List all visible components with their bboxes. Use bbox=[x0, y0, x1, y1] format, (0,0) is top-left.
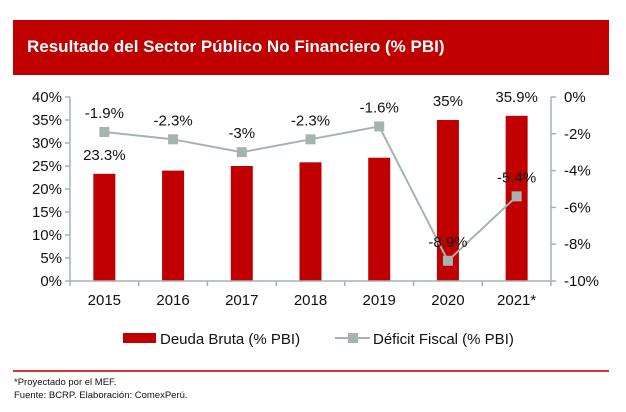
left-tick-label: 20% bbox=[32, 181, 62, 198]
data-label-deficit: -2.3% bbox=[291, 112, 330, 129]
legend-swatch-deuda bbox=[123, 333, 156, 343]
left-tick-label: 40% bbox=[32, 89, 62, 106]
bar-deuda-2019 bbox=[368, 157, 391, 281]
bar-deuda-2018 bbox=[299, 162, 322, 281]
data-label-deuda: 35.9% bbox=[495, 89, 538, 106]
footer-divider bbox=[13, 370, 609, 372]
x-tick-label: 2015 bbox=[88, 292, 121, 309]
chart-area: 0% 5% 10% 15% 20% 25% 30% 35% 40% -10% -8% -6% -4% -2… bbox=[32, 89, 599, 348]
right-tick-label: -10% bbox=[564, 273, 599, 290]
data-label-deficit: -8.9% bbox=[428, 234, 467, 251]
left-tick-label: 10% bbox=[32, 227, 62, 244]
data-label-deficit: -3% bbox=[228, 125, 255, 142]
bar-deuda-2016 bbox=[162, 170, 185, 281]
data-label-deuda: 23.3% bbox=[83, 147, 126, 164]
left-tick-label: 35% bbox=[32, 112, 62, 129]
x-tick-label: 2016 bbox=[156, 292, 189, 309]
x-tick-label: 2020 bbox=[431, 292, 464, 309]
left-tick-label: 25% bbox=[32, 158, 62, 175]
right-tick-label: -8% bbox=[564, 236, 591, 253]
x-tick-label: 2021* bbox=[497, 292, 536, 309]
right-tick-label: 0% bbox=[564, 89, 586, 106]
marker-deficit-2016 bbox=[168, 134, 179, 145]
title-banner: Resultado del Sector Público No Financie… bbox=[13, 20, 609, 75]
bar-deuda-2020 bbox=[436, 120, 459, 281]
bar-deuda-2017 bbox=[230, 166, 253, 281]
projection-note: *Proyectado por el MEF. bbox=[14, 377, 117, 388]
x-tick-label: 2017 bbox=[225, 292, 258, 309]
marker-deficit-2020 bbox=[442, 255, 453, 266]
left-tick-label: 0% bbox=[40, 273, 62, 290]
marker-deficit-2021* bbox=[511, 191, 522, 202]
chart-title: Resultado del Sector Público No Financie… bbox=[27, 37, 445, 56]
marker-deficit-2018 bbox=[305, 134, 316, 145]
data-label-deficit: -1.9% bbox=[85, 105, 124, 122]
left-tick-label: 15% bbox=[32, 204, 62, 221]
legend-label-deuda: Deuda Bruta (% PBI) bbox=[160, 331, 300, 348]
x-tick-label: 2018 bbox=[294, 292, 327, 309]
footer-notes: *Proyectado por el MEF. Fuente: BCRP. El… bbox=[14, 376, 188, 402]
data-label-deficit: -1.6% bbox=[360, 99, 399, 116]
data-label-deficit: -5.4% bbox=[497, 169, 536, 186]
legend-marker-deficit bbox=[348, 333, 358, 343]
data-label-deficit: -2.3% bbox=[153, 112, 192, 129]
left-tick-label: 5% bbox=[40, 250, 62, 267]
data-label-deuda: 35% bbox=[433, 93, 463, 110]
right-tick-label: -2% bbox=[564, 126, 591, 143]
right-tick-label: -4% bbox=[564, 163, 591, 180]
left-tick-label: 30% bbox=[32, 135, 62, 152]
right-tick-label: -6% bbox=[564, 199, 591, 216]
marker-deficit-2015 bbox=[99, 126, 110, 137]
legend-label-deficit: Déficit Fiscal (% PBI) bbox=[373, 331, 514, 348]
source-note: Fuente: BCRP. Elaboración: ComexPerú. bbox=[14, 390, 188, 401]
marker-deficit-2019 bbox=[374, 121, 385, 132]
x-tick-label: 2019 bbox=[363, 292, 396, 309]
bar-deuda-2015 bbox=[93, 173, 116, 281]
marker-deficit-2017 bbox=[236, 147, 247, 158]
